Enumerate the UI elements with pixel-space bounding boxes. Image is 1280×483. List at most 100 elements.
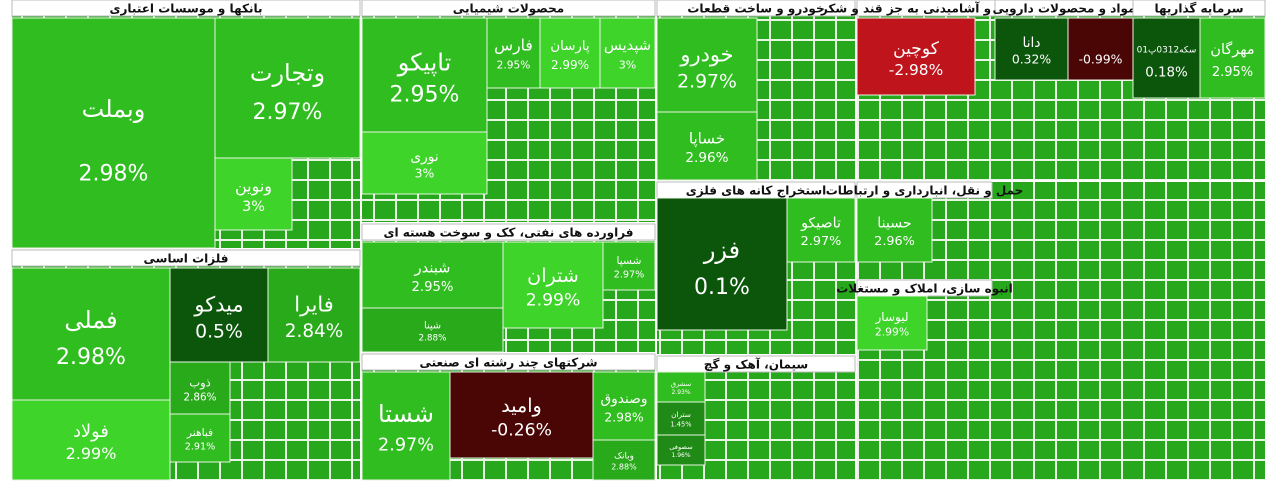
tile-value: 2.88% <box>419 333 447 343</box>
tile-value: 2.91% <box>185 442 215 453</box>
tile-value: 0.18% <box>1145 65 1188 80</box>
tile-name: خساپا <box>689 130 725 149</box>
tile <box>361 241 504 309</box>
group-title: استخراج کانه های فلزی <box>686 184 827 198</box>
tile <box>11 267 171 401</box>
tile-value: 2.96% <box>874 234 915 249</box>
tile-value: 3% <box>242 199 265 215</box>
tile <box>599 17 656 89</box>
tile-name: دانا <box>1023 35 1041 51</box>
group-title: حمل و نقل، انبارداری و ارتباطات <box>826 184 1024 199</box>
tile-value: 2.97% <box>801 234 842 249</box>
tile-value: 2.99% <box>551 58 589 72</box>
tile <box>169 413 231 463</box>
tile <box>656 197 788 331</box>
tile-value: 2.95% <box>497 60 531 72</box>
tile-name: شستا <box>378 400 434 428</box>
group-title: بانکها و موسسات اعتباری <box>110 2 263 17</box>
tile-name: شبندر <box>414 259 451 276</box>
tile-name: فزر <box>703 236 740 264</box>
tile-value: -2.98% <box>889 61 943 79</box>
tile-name: وتجارت <box>250 59 325 87</box>
group-title: فلزات اساسی <box>144 252 229 266</box>
tile <box>656 17 758 113</box>
tile-name: پارسان <box>550 39 590 54</box>
tile-value: 2.99% <box>66 444 117 463</box>
group-header <box>1132 0 1266 17</box>
tile-name: تاصیکو <box>800 216 841 232</box>
tile-name: لیوسار <box>875 310 909 325</box>
tile <box>1132 17 1201 99</box>
tile <box>856 295 928 351</box>
group-title: سیمان، آهک و گچ <box>704 357 808 373</box>
group-header <box>361 353 656 371</box>
tile <box>656 111 758 181</box>
tile-name: ستران <box>671 410 691 419</box>
tile-name: سشرق <box>671 380 692 388</box>
tile <box>994 17 1069 81</box>
tile-name: سکه0312پ01 <box>1137 46 1197 56</box>
tile <box>539 17 601 89</box>
tile <box>486 17 541 89</box>
tile <box>602 241 656 291</box>
group-header <box>361 0 656 17</box>
tile-name: وبانک <box>614 452 634 462</box>
group-title: شرکتهای چند رشته ای صنعتی <box>419 356 597 370</box>
group-header <box>11 0 361 17</box>
tile <box>11 17 216 249</box>
tile-name: ذوب <box>189 375 211 390</box>
tile-name: فباهنر <box>186 426 213 439</box>
tile <box>502 241 604 329</box>
tile-name: شسپا <box>617 254 642 267</box>
group-header <box>656 0 856 17</box>
tile <box>1067 17 1134 81</box>
tile-value: -0.26% <box>491 420 552 440</box>
tile-value: 2.97% <box>378 435 434 455</box>
tile <box>214 17 361 159</box>
tile-name: فولاد <box>73 422 109 442</box>
group-title: مواد و محصولات دارویی <box>993 2 1136 17</box>
tile-name: میدکو <box>193 293 243 317</box>
group-title: خودرو و ساخت قطعات <box>687 2 824 17</box>
tile-name: کوچین <box>893 39 940 59</box>
tile-name: وامید <box>501 394 542 417</box>
tile-name: وصندوق <box>600 391 647 407</box>
tile-value: 2.97% <box>677 71 737 92</box>
tile-value: 2.99% <box>526 290 581 310</box>
tile-value: 3% <box>415 166 435 181</box>
tile-value: 0.32% <box>1012 52 1052 67</box>
tile-value: 2.96% <box>685 150 728 166</box>
tile-value: 3% <box>619 59 636 72</box>
tile <box>267 267 361 363</box>
tile <box>592 371 656 441</box>
tile-value: 2.95% <box>390 83 460 108</box>
tile <box>656 434 706 466</box>
tile <box>856 197 933 263</box>
tile-name: حسینا <box>877 216 911 232</box>
tile-name: مهرگان <box>1210 41 1254 58</box>
tile <box>361 131 488 195</box>
tile <box>786 197 856 263</box>
tile-name: فملی <box>64 306 117 334</box>
tile <box>11 399 171 481</box>
tile <box>1199 17 1266 99</box>
group-title: فراورده های نفتی، کک و سوخت هسته ای <box>383 226 633 241</box>
tile-name: شتران <box>527 264 579 287</box>
tile-value: 2.98% <box>79 161 149 186</box>
tile-value: 2.97% <box>614 270 644 281</box>
tile-value: 2.99% <box>875 326 909 339</box>
tile <box>361 307 504 353</box>
tile-name: نوری <box>410 149 438 165</box>
group-title: انبوه سازی، املاک و مستغلات <box>836 282 1013 297</box>
tile-name: خودرو <box>679 43 733 67</box>
tile <box>169 267 269 363</box>
group-title: غذایی و آشامیدنی به جز قند و شکر <box>820 1 1031 17</box>
tile-value: 2.95% <box>1212 65 1253 80</box>
tile <box>656 401 706 436</box>
group-title: محصولات شیمیایی <box>453 2 564 17</box>
tile <box>592 439 656 481</box>
tile-name: فایرا <box>294 293 333 317</box>
tile <box>169 361 231 415</box>
